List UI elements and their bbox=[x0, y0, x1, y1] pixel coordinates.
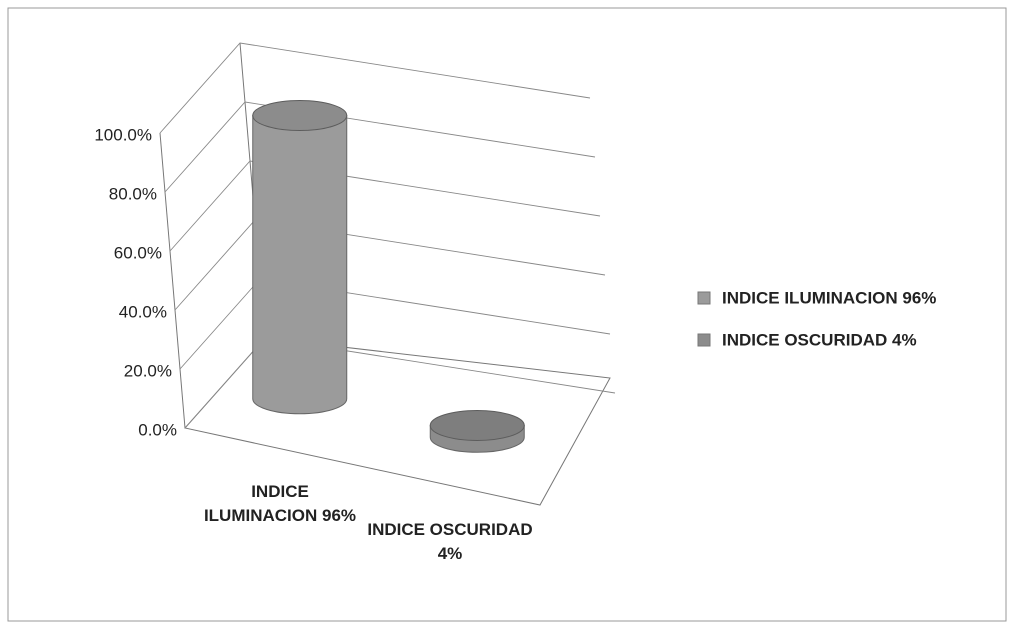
y-tick-label: 0.0% bbox=[138, 420, 177, 439]
legend-label: INDICE OSCURIDAD 4% bbox=[722, 330, 917, 349]
cylinder-top bbox=[252, 100, 348, 132]
legend-swatch bbox=[697, 333, 711, 347]
y-tick-label: 40.0% bbox=[119, 302, 167, 321]
legend-swatch bbox=[697, 291, 711, 305]
y-tick-label: 60.0% bbox=[114, 243, 162, 262]
x-tick-label: INDICE OSCURIDAD 4% bbox=[367, 520, 533, 563]
y-tick-label: 100.0% bbox=[94, 125, 152, 144]
cylinder-body bbox=[252, 115, 348, 415]
grid-line bbox=[159, 42, 591, 134]
x-tick-label: INDICE ILUMINACION 96% bbox=[203, 482, 357, 525]
y-tick-label: 80.0% bbox=[109, 184, 157, 203]
y-tick-label: 20.0% bbox=[124, 361, 172, 380]
legend-label: INDICE ILUMINACION 96% bbox=[722, 288, 936, 307]
y-axis bbox=[159, 132, 186, 429]
chart-border bbox=[7, 7, 1007, 622]
grid-line bbox=[169, 160, 601, 252]
cylinder-top bbox=[429, 409, 525, 441]
grid-line bbox=[164, 101, 596, 193]
